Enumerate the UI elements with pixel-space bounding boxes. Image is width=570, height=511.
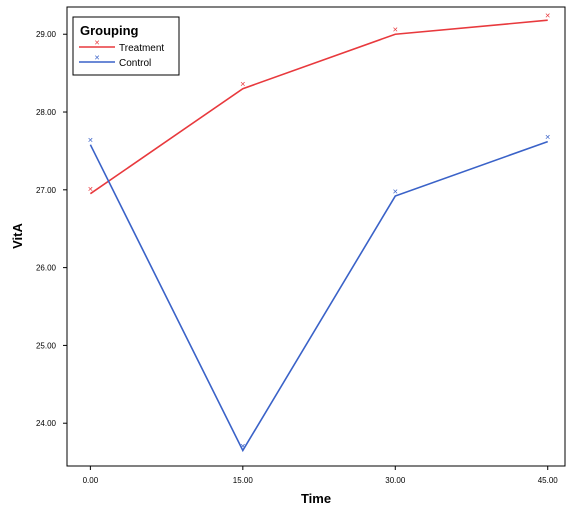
y-axis-title: VitA <box>10 223 25 249</box>
x-tick-label: 45.00 <box>538 476 559 485</box>
legend-marker: ✕ <box>94 39 100 47</box>
x-tick-label: 30.00 <box>385 476 406 485</box>
legend-box <box>72 16 180 76</box>
legend-items: ✕ Treatment ✕ Control <box>79 39 164 69</box>
data-point-treatment: ✕ <box>545 12 551 20</box>
data-point-control: ✕ <box>87 137 93 145</box>
plot-frame <box>66 6 566 467</box>
x-tick-label: 0.00 <box>83 476 99 485</box>
y-tick-label: 26.00 <box>36 264 57 273</box>
series-line-control <box>89 140 548 453</box>
x-axis: 0.00 15.00 30.00 45.00 <box>83 466 559 485</box>
legend: Grouping ✕ Treatment ✕ Control <box>72 16 180 76</box>
series-layer: ✕ ✕ ✕ ✕ ✕ ✕ ✕ ✕ <box>87 12 551 453</box>
legend-label: Control <box>119 58 151 69</box>
y-tick-label: 24.00 <box>36 419 57 428</box>
x-axis-title: Time <box>301 491 331 506</box>
x-tick-label: 15.00 <box>233 476 254 485</box>
data-point-treatment: ✕ <box>240 81 246 89</box>
y-tick-label: 28.00 <box>36 108 57 117</box>
legend-title: Grouping <box>80 23 139 38</box>
y-tick-label: 27.00 <box>36 186 57 195</box>
series-line-treatment <box>89 19 548 195</box>
y-axis: 24.00 25.00 26.00 27.00 28.00 29.00 <box>36 30 67 428</box>
data-point-control: ✕ <box>545 134 551 142</box>
data-point-control: ✕ <box>392 188 398 196</box>
data-point-treatment: ✕ <box>87 186 93 194</box>
data-point-control: ✕ <box>240 442 246 450</box>
data-point-treatment: ✕ <box>392 26 398 34</box>
legend-label: Treatment <box>119 43 164 54</box>
y-tick-label: 25.00 <box>36 341 57 350</box>
y-tick-label: 29.00 <box>36 30 57 39</box>
legend-marker: ✕ <box>94 54 100 62</box>
